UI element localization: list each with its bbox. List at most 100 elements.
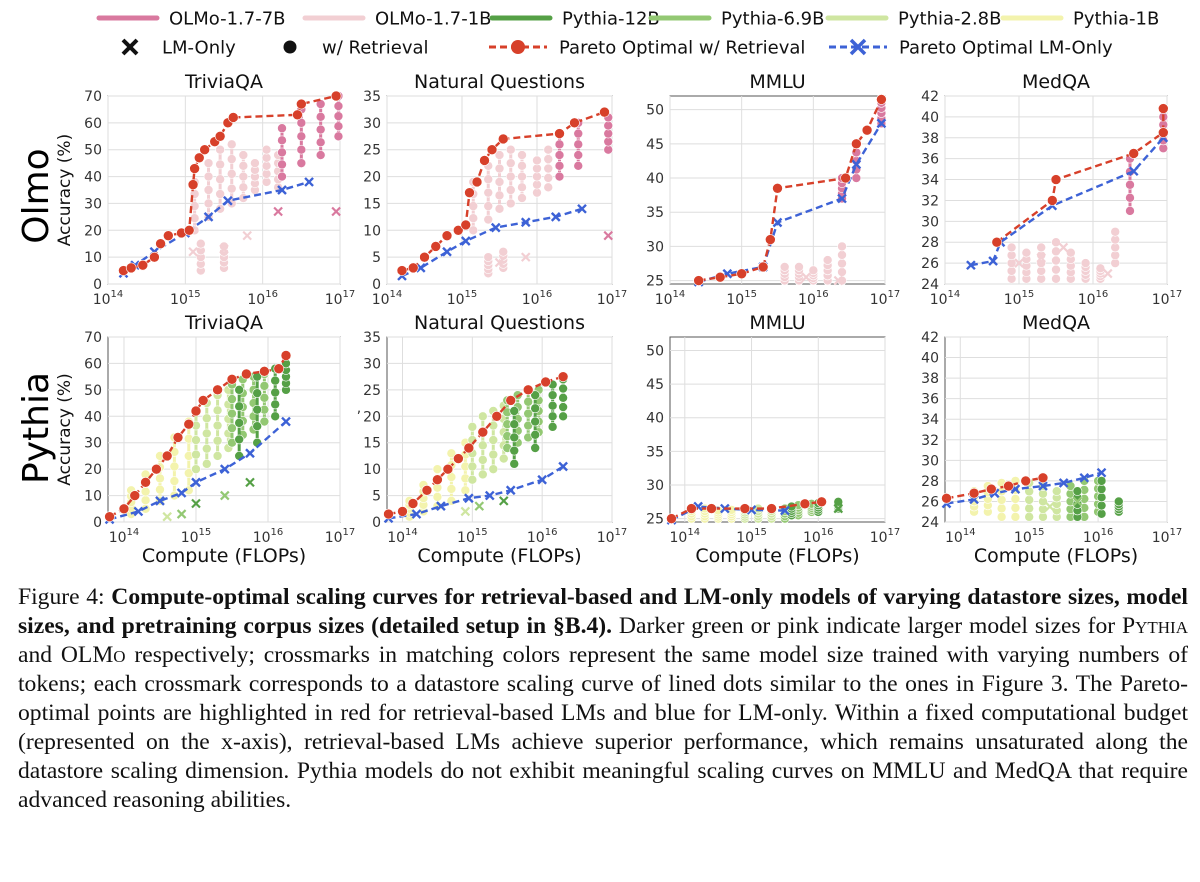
pareto-lm-point [133,506,144,517]
lm-only-cross [176,509,187,519]
retrieval-point [460,485,471,496]
y-tick-label: 32 [921,193,939,209]
retrieval-point [1051,255,1061,266]
retrieval-point [296,158,307,168]
caption-bold: Compute-optimal scaling curves for retri… [18,584,1188,639]
pareto-retrieval-point [464,187,475,198]
retrieval-point [468,213,479,223]
pareto-retrieval-point [442,463,454,475]
retrieval-point [505,171,516,182]
retrieval-point [1095,263,1106,274]
pareto-retrieval-point [505,395,517,406]
y-tick-label: 32 [921,433,939,449]
retrieval-point [212,405,223,416]
x-tick-exponent: 15 [744,289,757,300]
lm-only-cross [520,252,531,262]
chart-title: TriviaQA [184,312,263,334]
pareto-retrieval-point [460,219,472,231]
retrieval-point [517,193,527,203]
retrieval-point [558,383,568,394]
retrieval-point [530,403,540,414]
lm-only-cross [1045,501,1055,512]
x-tick-exponent: 15 [188,289,201,300]
y-tick-label: 50 [646,343,664,359]
pareto-lm-point [436,501,446,511]
pareto-retrieval-point [816,496,827,508]
retrieval-point [483,201,494,211]
y-tick-label: 25 [646,274,664,290]
pareto-retrieval-point [686,503,697,514]
caption-text-2: and [18,642,61,668]
x-tick-exponent: 14 [390,289,403,300]
pareto-retrieval-point [441,230,453,241]
pareto-retrieval-point [163,230,174,241]
chart-title: TriviaQA [184,71,263,93]
retrieval-point [238,161,249,171]
retrieval-point [1096,484,1107,494]
pareto-lm-point [223,195,233,206]
retrieval-point [191,449,201,460]
retrieval-point [468,225,479,236]
y-tick-label: 40 [921,110,939,126]
pareto-retrieval-point [296,98,307,110]
x-tick-label: 1016 [803,527,834,546]
retrieval-point [315,112,326,122]
x-tick-exponent: 14 [111,289,124,300]
legend-item: OLMo-1.7-7B [96,9,286,30]
retrieval-point [530,390,540,400]
pareto-retrieval-point [397,506,408,517]
y-tick-label: 38 [921,371,939,387]
pareto-retrieval-point [693,275,704,286]
x-tick-exponent: 14 [948,289,961,300]
x-tick-exponent: 15 [1022,289,1035,300]
chart-title: MedQA [1022,71,1090,93]
retrieval-point [203,158,214,168]
pareto-retrieval-point [522,384,534,396]
retrieval-point [234,434,244,445]
y-tick-label: 35 [646,205,664,221]
legend: OLMo-1.7-7B OLMo-1.7-1B Pythia-12B Pythia-6… [96,9,1159,59]
pareto-retrieval-point [486,144,498,156]
retrieval-point [554,150,565,160]
pareto-retrieval-point [187,179,199,190]
x-tick-label: 1016 [247,289,278,308]
x-tick-label: 1017 [870,527,901,546]
y-tick-label: 36 [921,152,939,168]
x-tick-label: 1017 [597,527,628,546]
lm-only-cross [191,498,201,509]
retrieval-point [547,390,558,400]
retrieval-point [1006,242,1017,253]
pareto-lm-point [505,485,516,496]
y-tick-label: 30 [921,453,939,469]
x-tick-label: 1016 [1078,289,1109,308]
y-tick-label: 10 [84,250,102,266]
retrieval-point [270,399,280,410]
pareto-retrieval-point [383,508,394,520]
pareto-retrieval-point [161,450,173,462]
retrieval-point [547,422,558,432]
retrieval-point [333,121,344,132]
retrieval-point [215,174,225,185]
y-tick-label: 25 [646,512,664,528]
y-tick-label: 10 [84,489,102,505]
pareto-lm-point [837,193,847,204]
retrieval-point [573,161,584,171]
x-tick-label: 1015 [457,527,488,546]
series-pythia-12b [509,374,568,469]
retrieval-point [215,159,225,170]
retrieval-point [530,416,540,427]
retrieval-point [494,150,505,160]
lm-only-cross [245,477,255,488]
pareto-retrieval-point [985,483,997,495]
plot-area [669,95,886,285]
retrieval-point [215,189,225,199]
x-tick-label: 1017 [325,527,356,546]
retrieval-point [509,445,520,456]
x-tick-exponent: 14 [405,527,418,538]
pareto-retrieval-point [706,503,717,514]
y-tick-label: 24 [921,515,939,531]
retrieval-point [851,147,862,158]
retrieval-point [543,163,554,174]
y-tick-label: 40 [646,411,664,427]
retrieval-point [234,418,244,428]
